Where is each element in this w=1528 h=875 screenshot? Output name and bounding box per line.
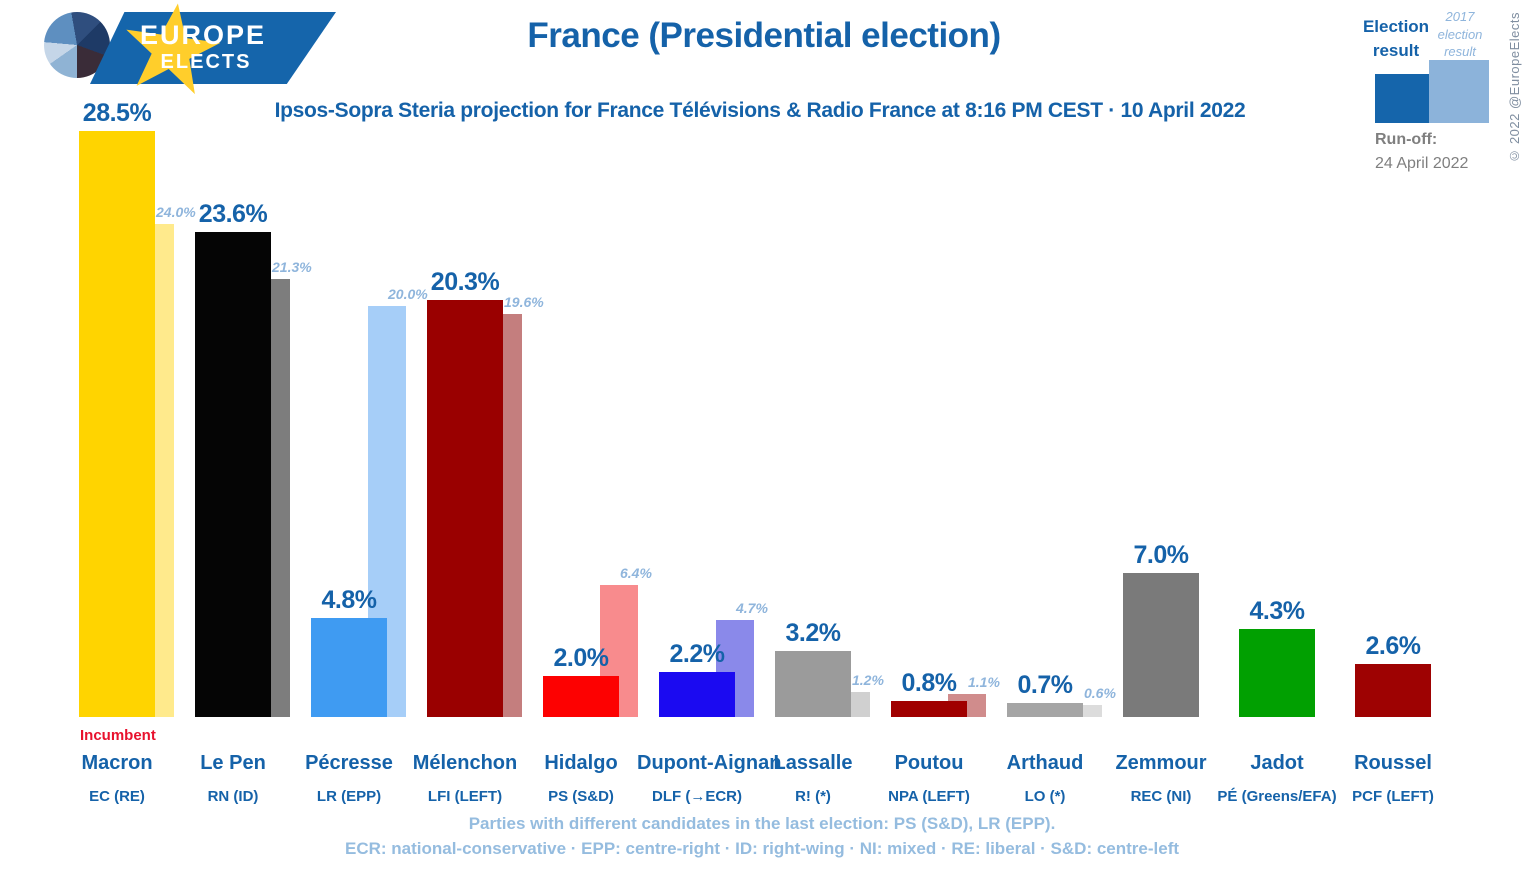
bar-election-result-zemmour (1123, 573, 1199, 717)
prev-value-label-poutou: 1.1% (968, 674, 1000, 691)
candidate-name-macron: Macron (81, 752, 153, 774)
prev-value-label-p-cresse: 20.0% (388, 285, 428, 302)
candidate-party-p-cresse: LR (EPP) (316, 788, 382, 805)
runoff-label: Run-off: (1375, 131, 1438, 148)
candidate-name-roussel: Roussel (1354, 752, 1432, 774)
candidate-name-arthaud: Arthaud (1006, 752, 1084, 774)
candidate-name-poutou: Poutou (894, 752, 964, 774)
bar-election-result-hidalgo (543, 675, 619, 717)
candidate-name-p-cresse: Pécresse (305, 752, 393, 774)
legend-election-result-label: Election result (1362, 17, 1430, 60)
candidate-party-m-lenchon: LFI (LEFT) (427, 788, 503, 805)
value-label-poutou: 0.8% (901, 668, 957, 697)
bar-election-result-dupont-aignan (659, 671, 735, 717)
legend-2017-result-label: 2017 election result (1437, 9, 1483, 60)
value-label-macron: 28.5% (82, 99, 152, 128)
candidate-name-lassalle: Lassalle (773, 752, 853, 774)
bar-election-result-poutou (891, 700, 967, 717)
poll-subtitle: Ipsos-Sopra Steria projection for France… (274, 99, 1246, 122)
bar-election-result-roussel (1355, 663, 1431, 717)
candidate-party-poutou: NPA (LEFT) (888, 788, 970, 805)
bar-election-result-lassalle (775, 651, 851, 717)
bar-election-result-jadot (1239, 628, 1315, 717)
candidate-name-jadot: Jadot (1250, 752, 1304, 774)
candidate-party-arthaud: LO (*) (1024, 788, 1066, 805)
prev-value-label-le-pen: 21.3% (272, 259, 312, 276)
prev-value-label-m-lenchon: 19.6% (504, 294, 544, 311)
prev-value-label-arthaud: 0.6% (1084, 684, 1116, 701)
candidate-party-le-pen: RN (ID) (207, 788, 259, 805)
value-label-lassalle: 3.2% (785, 619, 841, 648)
value-label-jadot: 4.3% (1249, 596, 1305, 625)
prev-value-label-lassalle: 1.2% (852, 672, 884, 689)
candidate-name-hidalgo: Hidalgo (544, 752, 618, 774)
legend-2017-result-swatch (1429, 60, 1489, 123)
candidate-name-le-pen: Le Pen (200, 752, 266, 774)
logo-banner (90, 12, 336, 84)
bar-election-result-macron (79, 131, 155, 717)
candidate-party-hidalgo: PS (S&D) (548, 788, 614, 805)
bar-election-result-arthaud (1007, 702, 1083, 717)
bar-election-result-m-lenchon (427, 299, 503, 717)
europe-elects-logo: EUROPE ELECTS (0, 0, 350, 100)
bar-election-result-le-pen (195, 231, 271, 717)
value-label-dupont-aignan: 2.2% (669, 639, 725, 668)
candidate-party-dupont-aignan: DLF (→ECR) (652, 788, 742, 805)
candidate-party-roussel: PCF (LEFT) (1352, 788, 1434, 805)
legend-election-result-swatch (1375, 74, 1429, 123)
bar-election-result-p-cresse (311, 618, 387, 717)
runoff-date: 24 April 2022 (1375, 155, 1469, 172)
candidate-party-macron: EC (RE) (89, 788, 145, 805)
candidate-name-zemmour: Zemmour (1115, 752, 1207, 774)
logo-text-europe: EUROPE (140, 20, 267, 50)
candidate-name-m-lenchon: Mélenchon (412, 752, 518, 774)
logo-text-elects: ELECTS (160, 51, 252, 73)
candidate-party-lassalle: R! (*) (795, 788, 831, 805)
footer-note-groups: ECR: national-conservative · EPP: centre… (344, 839, 1180, 858)
prev-value-label-dupont-aignan: 4.7% (736, 600, 768, 617)
footer-note-parties: Parties with different candidates in the… (468, 814, 1056, 833)
prev-value-label-hidalgo: 6.4% (620, 565, 652, 582)
value-label-le-pen: 23.6% (198, 199, 268, 228)
value-label-roussel: 2.6% (1365, 631, 1421, 660)
incumbent-note: Incumbent (80, 727, 156, 744)
candidate-name-dupont-aignan: Dupont-Aignan (637, 752, 782, 774)
value-label-zemmour: 7.0% (1133, 541, 1189, 570)
prev-value-label-macron: 24.0% (156, 203, 196, 220)
value-label-arthaud: 0.7% (1017, 670, 1073, 699)
value-label-m-lenchon: 20.3% (430, 267, 500, 296)
value-label-hidalgo: 2.0% (553, 643, 609, 672)
page-title: France (Presidential election) (527, 16, 1001, 55)
candidate-party-jadot: PÉ (Greens/EFA) (1217, 788, 1337, 805)
candidate-party-zemmour: REC (NI) (1130, 788, 1192, 805)
value-label-p-cresse: 4.8% (321, 586, 377, 615)
